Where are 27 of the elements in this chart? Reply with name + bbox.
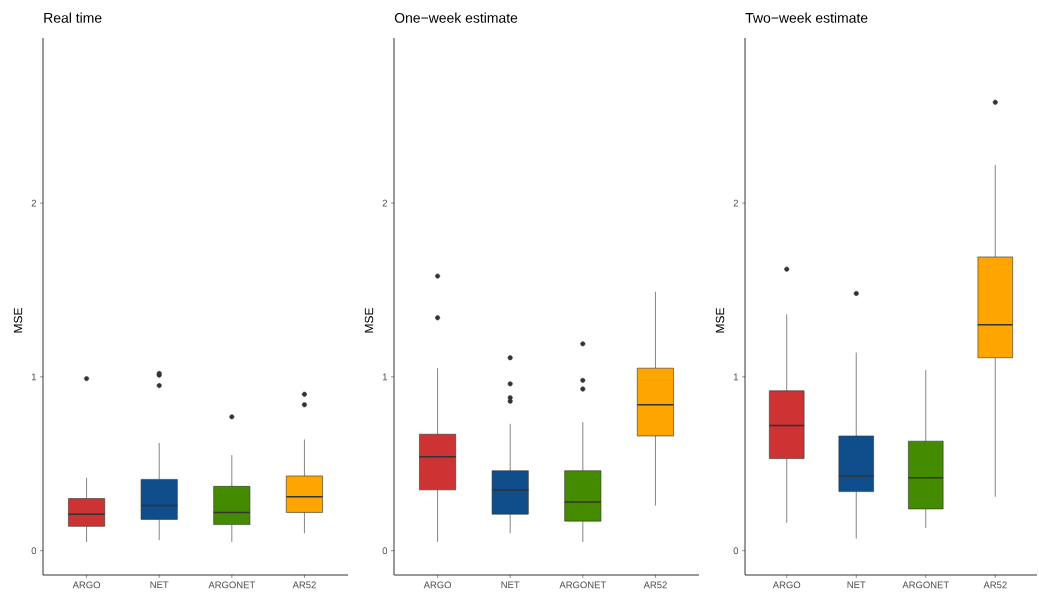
x-tick-label: ARGO (72, 581, 101, 589)
x-tick-label: ARGONET (559, 581, 606, 589)
x-tick-label: ARGO (423, 581, 452, 589)
x-tick-label: NET (501, 581, 520, 589)
y-tick-label: 0 (733, 547, 739, 555)
x-tick-label: ARGONET (902, 581, 949, 589)
y-tick-label: 2 (31, 199, 37, 207)
chart-title: One−week estimate (394, 12, 518, 23)
y-axis-title: MSE (364, 308, 374, 333)
x-tick-label: AR52 (292, 581, 316, 589)
y-axis-title: MSE (715, 308, 725, 333)
y-tick-label: 0 (31, 547, 37, 555)
chart-title: Two−week estimate (745, 12, 868, 23)
chart-title: Real time (44, 12, 102, 23)
y-tick-label: 1 (733, 373, 739, 381)
x-tick-label: ARGO (772, 581, 801, 589)
x-tick-label: AR52 (643, 581, 667, 589)
x-tick-label: ARGONET (208, 581, 255, 589)
y-tick-label: 2 (733, 199, 739, 207)
y-tick-label: 1 (31, 373, 37, 381)
y-tick-label: 1 (382, 373, 388, 381)
x-tick-label: NET (847, 581, 866, 589)
y-axis-title: MSE (13, 308, 23, 333)
y-tick-label: 2 (382, 199, 388, 207)
y-tick-label: 0 (382, 547, 388, 555)
x-tick-label: AR52 (983, 581, 1007, 589)
x-tick-label: NET (150, 581, 169, 589)
